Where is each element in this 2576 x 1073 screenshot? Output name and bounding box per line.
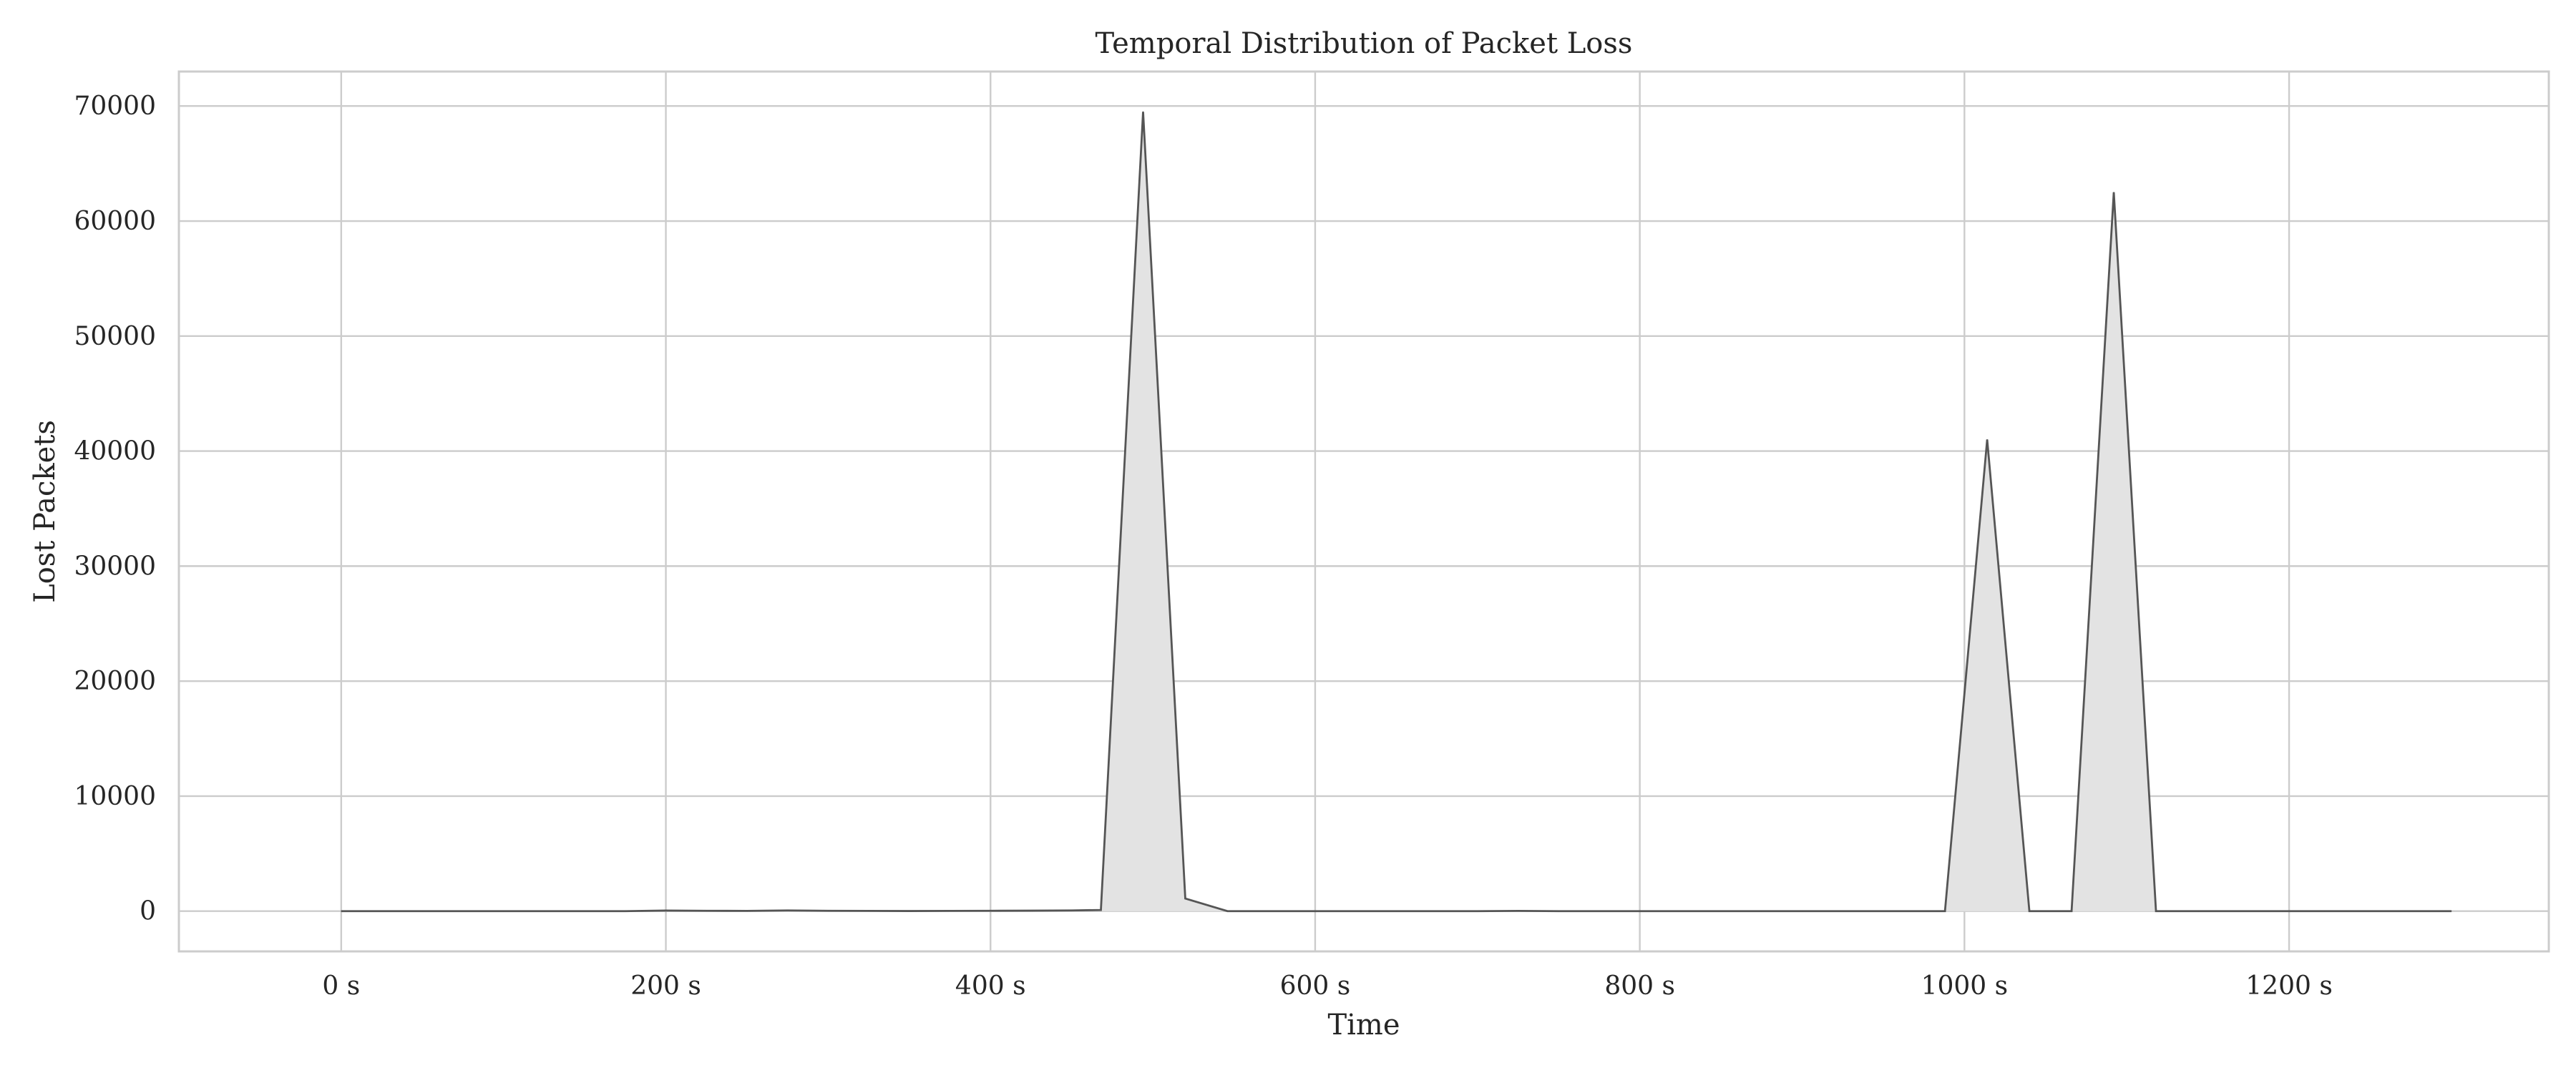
y-tick-label: 70000 — [74, 92, 156, 121]
data-point — [1071, 910, 1073, 911]
x-axis-title: Time — [1327, 1009, 1400, 1042]
x-axis-ticks: 0 s 200 s 400 s 600 s 800 s 1000 s 1200 s — [322, 971, 2332, 1001]
data-point — [1030, 910, 1032, 911]
x-tick-label: 600 s — [1280, 971, 1351, 1001]
series-line — [341, 112, 2451, 913]
x-tick-label: 800 s — [1604, 971, 1675, 1001]
x-tick-label: 0 s — [322, 971, 360, 1001]
y-tick-label: 30000 — [74, 552, 156, 581]
series-area — [341, 112, 2451, 911]
data-point — [787, 910, 789, 911]
y-tick-label: 40000 — [74, 437, 156, 466]
grid-layer — [179, 72, 2549, 951]
data-point — [1986, 438, 1988, 441]
chart-title: Temporal Distribution of Packet Loss — [1096, 27, 1633, 60]
y-tick-label: 50000 — [74, 322, 156, 351]
x-tick-label: 400 s — [955, 971, 1026, 1001]
y-tick-label: 60000 — [74, 207, 156, 236]
series-layer — [341, 111, 2452, 913]
data-point — [665, 910, 667, 911]
y-axis-title: Lost Packets — [29, 420, 62, 603]
y-tick-label: 10000 — [74, 782, 156, 811]
x-tick-label: 1200 s — [2245, 971, 2333, 1001]
x-tick-label: 1000 s — [1921, 971, 2009, 1001]
x-tick-label: 200 s — [630, 971, 701, 1001]
y-axis-ticks: 0 10000 20000 30000 40000 50000 60000 70000 — [74, 92, 156, 926]
plot-frame — [177, 70, 2550, 953]
y-tick-label: 0 — [140, 897, 156, 926]
y-tick-label: 20000 — [74, 667, 156, 696]
